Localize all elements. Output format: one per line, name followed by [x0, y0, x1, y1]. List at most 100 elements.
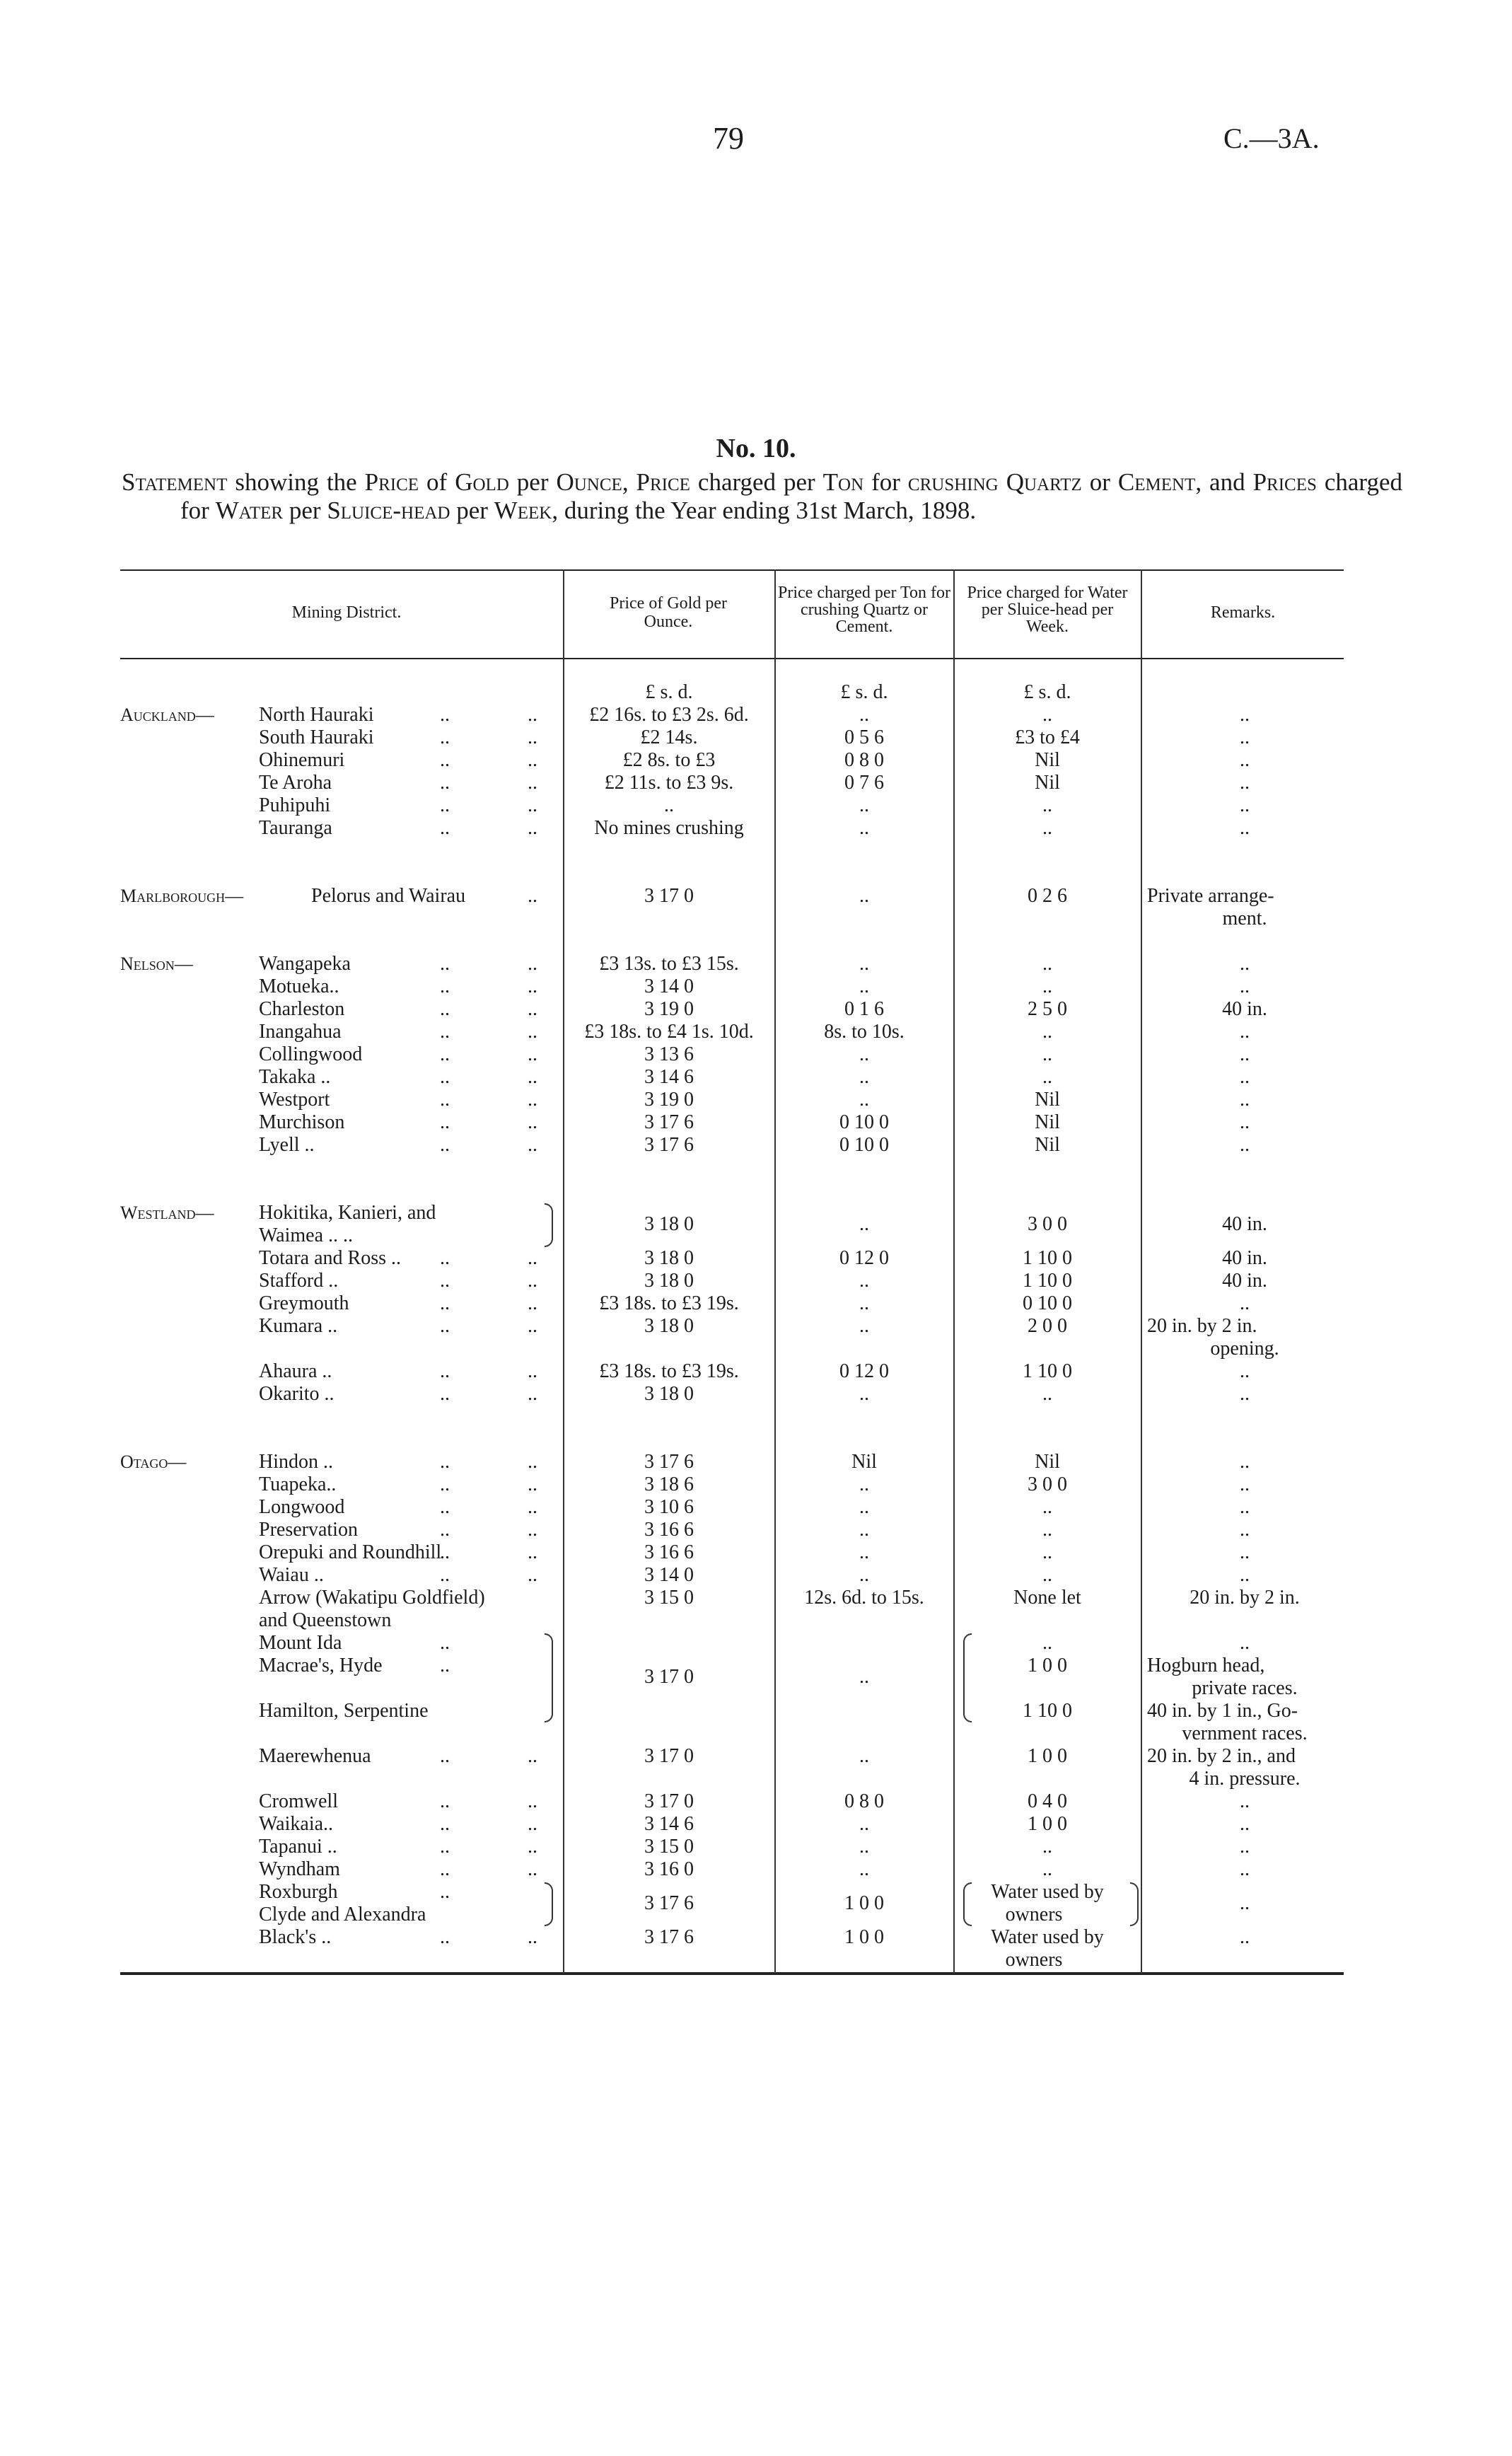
- district-name: Okarito ..: [259, 1383, 335, 1405]
- remarks: ..: [1240, 726, 1250, 748]
- water-price: Nil: [1035, 749, 1060, 771]
- region-label: Otago—: [120, 1452, 187, 1472]
- water-price: 1 10 0: [1023, 1700, 1072, 1722]
- water-price: ..: [1042, 1519, 1052, 1541]
- caption-segment: Sluice-head: [327, 497, 450, 524]
- district-name: Wyndham: [259, 1858, 340, 1880]
- remarks: ..: [1240, 1021, 1250, 1043]
- caption-segment: Prices: [1252, 468, 1317, 496]
- gold-price: 3 16 6: [644, 1519, 694, 1541]
- column-header-gold: Price of Gold per Ounce.: [610, 594, 727, 631]
- leader-dots: ..: [528, 1134, 537, 1156]
- leader-dots: ..: [528, 998, 537, 1020]
- district-name: South Hauraki: [259, 726, 374, 748]
- caption-segment: Quartz: [1006, 468, 1082, 496]
- water-price: 2 5 0: [1028, 998, 1067, 1020]
- water-price-continued: owners: [1005, 1949, 1063, 1971]
- caption-segment: Cement: [1117, 468, 1196, 496]
- table-top-rule: [120, 569, 1344, 571]
- water-price: ..: [1042, 1858, 1052, 1880]
- caption-segment: Water: [215, 497, 284, 524]
- crushing-price: ..: [859, 1383, 869, 1405]
- leader-dots: ..: [440, 953, 450, 975]
- water-price: 0 2 6: [1028, 885, 1067, 907]
- leader-dots: ..: [440, 1270, 450, 1292]
- district-name: Hamilton, Serpentine: [259, 1700, 429, 1722]
- crushing-price: 1 0 0: [844, 1892, 884, 1914]
- crushing-price: ..: [859, 1564, 869, 1586]
- district-name: Kumara ..: [259, 1315, 338, 1337]
- leader-dots: ..: [528, 1473, 537, 1495]
- leader-dots: ..: [528, 794, 537, 816]
- remarks: ..: [1240, 1360, 1250, 1382]
- leader-dots: ..: [440, 817, 450, 839]
- remarks: ..: [1240, 1134, 1250, 1156]
- district-name: Puhipuhi: [259, 794, 331, 816]
- gold-price: ..: [664, 794, 674, 816]
- leader-dots: ..: [528, 1836, 537, 1858]
- caption-segment: showing the: [227, 468, 365, 496]
- caption-segment: crushing: [907, 468, 999, 496]
- remarks: 20 in. by 2 in.: [1190, 1587, 1300, 1609]
- crushing-price: 0 12 0: [839, 1247, 889, 1269]
- leader-dots: ..: [528, 1496, 537, 1518]
- district-name: Longwood: [259, 1496, 345, 1518]
- region-label: Nelson—: [120, 954, 193, 974]
- crushing-price: ..: [859, 1089, 869, 1111]
- remarks-continued: private races.: [1192, 1677, 1298, 1699]
- district-name: Waikaia..: [259, 1813, 334, 1835]
- crushing-price: 0 5 6: [844, 726, 884, 748]
- gold-price: 3 16 6: [644, 1541, 694, 1563]
- column-divider: [953, 569, 955, 1974]
- leader-dots: ..: [440, 1496, 450, 1518]
- water-price: ..: [1042, 1632, 1052, 1654]
- district-name: Preservation: [259, 1519, 358, 1541]
- remarks: ..: [1240, 1066, 1250, 1088]
- gold-price: £3 18s. to £4 1s. 10d.: [584, 1021, 754, 1043]
- caption-segment: Statement: [122, 468, 228, 496]
- brace-icon: [545, 1882, 553, 1926]
- crushing-price: ..: [859, 1496, 869, 1518]
- gold-price: 3 17 0: [644, 1745, 694, 1767]
- water-price: 1 10 0: [1023, 1247, 1072, 1269]
- gold-price: 3 19 0: [644, 1089, 694, 1111]
- caption-segment: Price: [364, 468, 419, 496]
- page-number: 79: [713, 121, 744, 156]
- water-price: 1 10 0: [1023, 1360, 1072, 1382]
- caption-segment: Gold: [455, 468, 509, 496]
- remarks: 40 in.: [1222, 998, 1267, 1020]
- caption-segment: per: [283, 497, 327, 524]
- remarks: 40 in.: [1222, 1213, 1267, 1235]
- district-name: Inangahua: [259, 1021, 342, 1043]
- leader-dots: ..: [440, 1089, 450, 1111]
- water-price: Water used by: [991, 1926, 1104, 1948]
- district-name: Tapanui ..: [259, 1836, 337, 1858]
- leader-dots: ..: [528, 1292, 537, 1314]
- district-name: Collingwood: [259, 1043, 363, 1065]
- column-header-district: Mining District.: [291, 603, 402, 622]
- column-divider: [774, 569, 776, 1974]
- crushing-price: ..: [859, 794, 869, 816]
- remarks: 40 in. by 1 in., Go-: [1147, 1700, 1298, 1722]
- water-price: ..: [1042, 975, 1052, 997]
- district-name: Mount Ida: [259, 1632, 342, 1654]
- caption-segment: or: [1081, 468, 1118, 496]
- leader-dots: ..: [528, 817, 537, 839]
- caption-segment: , and: [1195, 468, 1253, 496]
- leader-dots: ..: [440, 1111, 450, 1133]
- remarks: ..: [1240, 1541, 1250, 1563]
- crushing-price: ..: [859, 1836, 869, 1858]
- leader-dots: ..: [440, 1926, 450, 1948]
- water-price: £3 to £4: [1015, 726, 1080, 748]
- water-price: 3 0 0: [1028, 1213, 1067, 1235]
- remarks: ..: [1240, 1292, 1250, 1314]
- district-name-continued: Waimea .. ..: [259, 1224, 354, 1246]
- gold-price: No mines crushing: [594, 817, 744, 839]
- region-label: Marlborough—: [120, 886, 244, 906]
- column-divider: [1141, 569, 1142, 1974]
- remarks-continued: ment.: [1222, 908, 1267, 929]
- gold-price: £3 13s. to £3 15s.: [599, 953, 739, 975]
- district-name: Westport: [259, 1089, 330, 1111]
- water-price: Water used by: [991, 1881, 1104, 1903]
- leader-dots: ..: [528, 885, 537, 907]
